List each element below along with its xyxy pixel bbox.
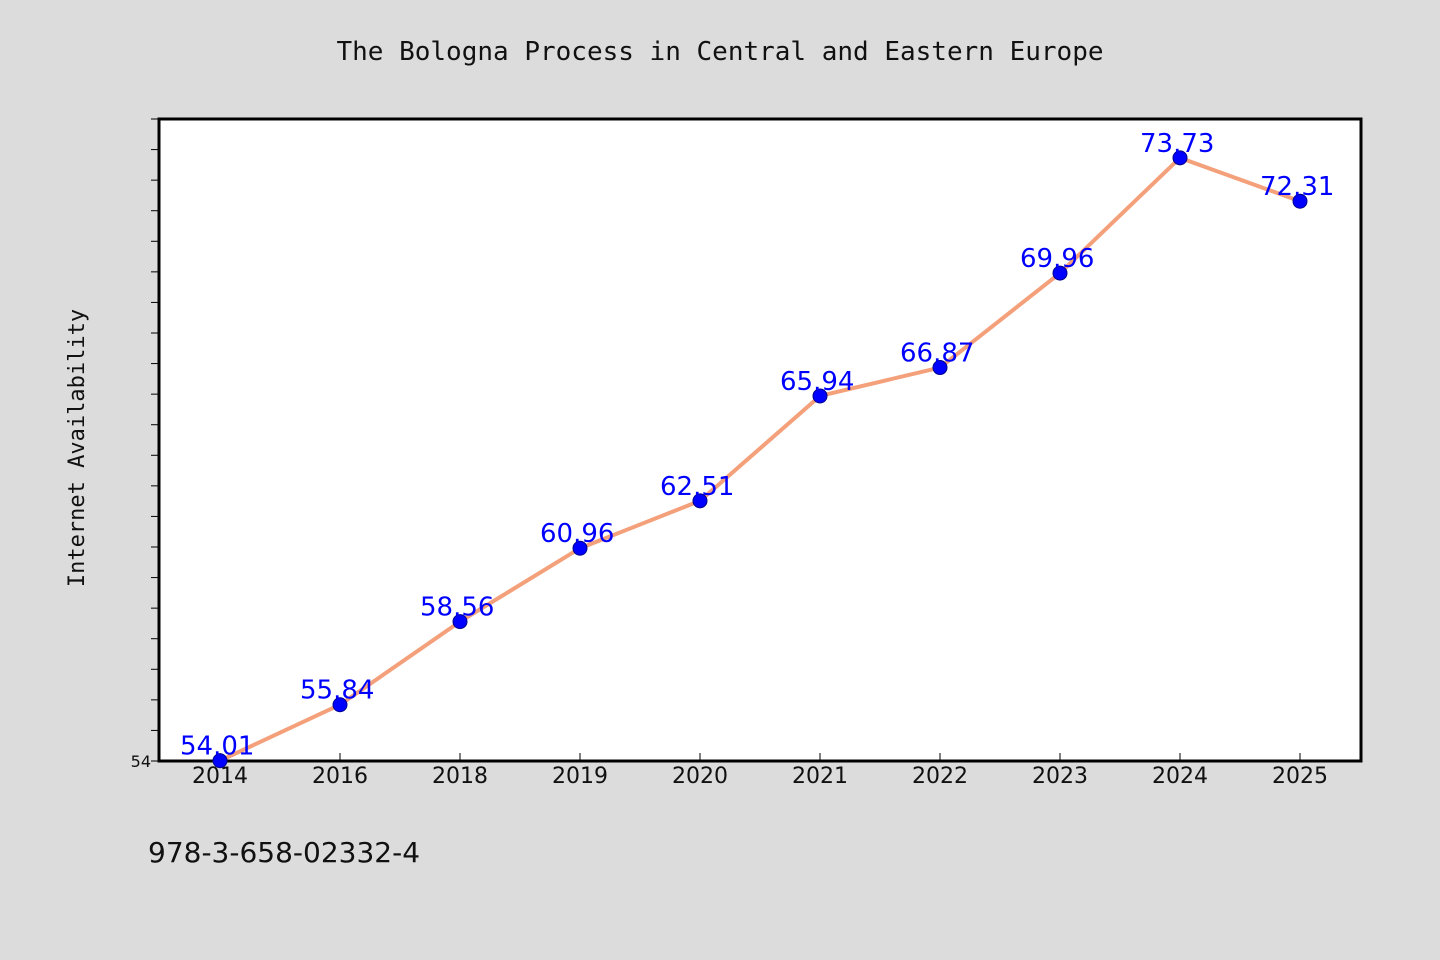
- data-point: [572, 540, 588, 556]
- x-tick-label: 2016: [312, 764, 368, 789]
- plot-area: [157, 117, 1363, 763]
- data-point: [332, 697, 348, 713]
- x-tick-label: 2022: [912, 764, 968, 789]
- data-label: 55.84: [300, 676, 374, 706]
- data-labels: 54.01 55.84 58.56 60.96 62.51 65.94 66.87 69.96…: [180, 129, 1334, 762]
- data-point: [932, 360, 948, 376]
- y-axis-title: Internet Availability: [65, 309, 90, 587]
- data-point: [1172, 150, 1188, 166]
- x-tick-label: 2023: [1032, 764, 1088, 789]
- x-tick-label: 2025: [1272, 764, 1328, 789]
- isbn-footer: 978-3-658-02332-4: [148, 836, 420, 869]
- data-point: [452, 614, 468, 630]
- data-label: 60.96: [540, 519, 614, 549]
- data-label: 73.73: [1140, 129, 1214, 159]
- data-label: 58.56: [420, 593, 494, 623]
- chart-title: The Bologna Process in Central and Easte…: [336, 37, 1103, 67]
- y-tick-label: 54: [131, 752, 151, 771]
- x-tick-label: 2021: [792, 764, 848, 789]
- x-tick-label: 2024: [1152, 764, 1208, 789]
- x-tick-label: 2019: [552, 764, 608, 789]
- data-label: 65.94: [780, 367, 854, 397]
- data-point: [692, 493, 708, 509]
- x-tick-label: 2020: [672, 764, 728, 789]
- data-point: [1292, 193, 1308, 209]
- series-line: [218, 155, 1302, 763]
- data-label: 54.01: [180, 732, 254, 762]
- data-label: 62.51: [660, 472, 734, 502]
- y-axis-ticks: 54: [131, 118, 159, 771]
- data-point: [212, 753, 228, 769]
- x-tick-label: 2018: [432, 764, 488, 789]
- data-point: [812, 388, 828, 404]
- data-label: 72.31: [1260, 172, 1334, 202]
- data-label: 66.87: [900, 339, 974, 369]
- data-point: [1052, 265, 1068, 281]
- data-label: 69.96: [1020, 244, 1094, 274]
- series-layer: [212, 150, 1308, 769]
